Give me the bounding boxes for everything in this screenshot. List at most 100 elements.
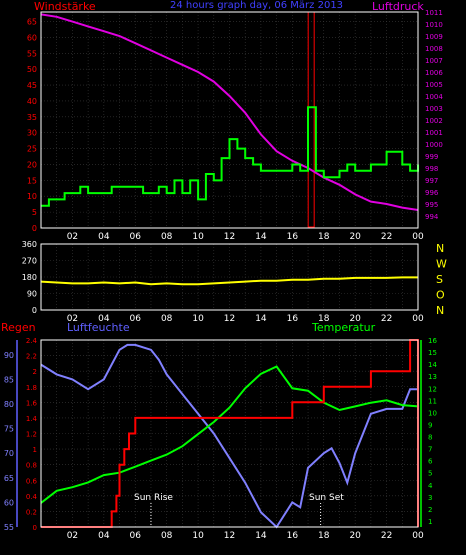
wind-axis-label: Windstärke [34, 0, 96, 13]
rain-tick-label: 2.2 [26, 353, 37, 361]
x-tick-label: 18 [318, 531, 330, 541]
compass-label: O [436, 289, 445, 302]
temperature-tick-label: 15 [428, 349, 437, 357]
x-tick-label: 22 [381, 232, 392, 242]
rain-tick-label: 1.4 [26, 415, 38, 423]
x-tick-label: 02 [67, 232, 78, 242]
temperature-tick-label: 7 [428, 446, 432, 454]
pressure-axis-label: Luftdruck [372, 0, 424, 13]
x-tick-label: 18 [318, 232, 330, 242]
rain-tick-label: 0.6 [26, 477, 38, 485]
compass-label: W [436, 258, 447, 271]
x-tick-label: 20 [349, 232, 361, 242]
wind-tick-label: 55 [27, 49, 37, 58]
temperature-tick-label: 4 [428, 482, 433, 490]
temperature-axis-label: Temperatur [311, 321, 376, 334]
pressure-tick-label: 994 [425, 213, 439, 221]
wind-direction-line [40, 276, 418, 286]
x-tick-label: 16 [287, 232, 299, 242]
rain-humidity-temperature-panel: 00.20.40.60.811.21.41.61.822.22.45560657… [4, 337, 438, 541]
sunset-label: Sun Set [309, 493, 344, 503]
pressure-tick-label: 999 [425, 153, 438, 161]
pressure-tick-label: 1000 [425, 141, 443, 149]
rain-tick-label: 1.2 [26, 431, 37, 439]
wind-tick-label: 30 [27, 129, 37, 138]
x-tick-label: 16 [287, 314, 299, 324]
wind-tick-label: 60 [27, 33, 37, 42]
temperature-tick-label: 16 [428, 337, 437, 345]
wind-tick-label: 10 [27, 192, 37, 201]
x-tick-label: 06 [130, 232, 142, 242]
temperature-tick-label: 6 [428, 458, 433, 466]
pressure-tick-label: 1009 [425, 33, 443, 41]
compass-label: N [436, 242, 444, 255]
humidity-axis-label: Luftfeuchte [67, 321, 130, 334]
x-tick-label: 00 [412, 314, 424, 324]
wind-tick-label: 65 [27, 18, 37, 27]
temperature-tick-label: 3 [428, 494, 432, 502]
x-tick-label: 14 [255, 232, 267, 242]
temperature-line [40, 365, 419, 504]
compass-label: S [436, 273, 443, 286]
chart-title: 24 hours graph day, 06 März 2013 [170, 0, 343, 11]
direction-tick-label: 360 [22, 240, 37, 249]
humidity-tick-label: 65 [4, 474, 14, 483]
x-tick-label: 06 [130, 531, 142, 541]
x-tick-label: 04 [98, 314, 110, 324]
x-tick-label: 04 [98, 232, 110, 242]
pressure-tick-label: 1006 [425, 69, 443, 77]
pressure-tick-label: 996 [425, 189, 439, 197]
x-tick-label: 08 [161, 531, 173, 541]
direction-tick-label: 180 [22, 273, 37, 282]
pressure-tick-label: 1001 [425, 129, 443, 137]
rain-tick-label: 1.6 [26, 399, 38, 407]
wind-tick-label: 45 [27, 81, 37, 90]
direction-tick-label: 270 [22, 257, 37, 266]
rain-tick-label: 0.8 [26, 462, 37, 470]
wind-pressure-panel: 0 5 10 15 20 25 30 35 40 45 50 55 60 65 994 995 996 997 99… [27, 9, 444, 242]
x-tick-label: 06 [130, 314, 142, 324]
rain-tick-label: 1.8 [26, 384, 37, 392]
x-tick-label: 16 [287, 531, 299, 541]
pressure-tick-label: 1007 [425, 57, 443, 65]
x-tick-label: 18 [318, 314, 330, 324]
rain-tick-label: 0.4 [26, 493, 38, 501]
pressure-tick-label: 1002 [425, 117, 443, 125]
temperature-tick-label: 1 [428, 518, 432, 526]
x-tick-label: 14 [255, 531, 267, 541]
humidity-tick-label: 80 [4, 400, 14, 409]
pressure-tick-label: 997 [425, 177, 438, 185]
x-tick-label: 10 [192, 531, 204, 541]
direction-tick-label: 0 [32, 306, 37, 315]
wind-tick-label: 50 [27, 65, 37, 74]
x-tick-label: 12 [224, 531, 235, 541]
wind-tick-label: 0 [32, 224, 37, 233]
x-tick-label: 02 [67, 314, 78, 324]
wind-tick-label: 25 [27, 145, 37, 154]
x-tick-label: 12 [224, 314, 235, 324]
x-tick-label: 22 [381, 314, 392, 324]
pressure-tick-label: 1008 [425, 45, 443, 53]
x-tick-label: 08 [161, 314, 173, 324]
rain-line [41, 339, 419, 528]
x-tick-label: 10 [192, 232, 204, 242]
rain-tick-label: 0 [33, 524, 37, 532]
x-tick-label: 22 [381, 531, 392, 541]
pressure-tick-label: 1011 [425, 9, 443, 17]
x-tick-label: 20 [349, 531, 361, 541]
wind-tick-label: 35 [27, 113, 37, 122]
temperature-tick-label: 14 [428, 361, 437, 369]
humidity-line [40, 343, 418, 529]
compass-label: N [436, 304, 444, 317]
pressure-tick-label: 1004 [425, 93, 443, 101]
temperature-tick-label: 13 [428, 373, 437, 381]
x-tick-label: 02 [67, 531, 78, 541]
x-tick-label: 00 [412, 531, 424, 541]
panel-frame [40, 339, 419, 528]
pressure-tick-label: 995 [425, 201, 438, 209]
humidity-tick-label: 70 [4, 449, 14, 458]
x-tick-label: 12 [224, 232, 235, 242]
wind-tick-label: 20 [27, 160, 37, 169]
